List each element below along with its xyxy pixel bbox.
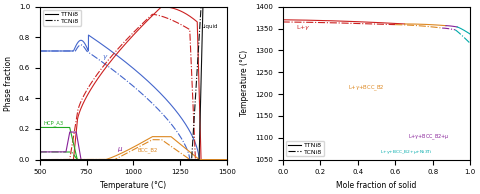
Text: L+$\gamma$+BCC_B2+$\mu$+Ni3Ti: L+$\gamma$+BCC_B2+$\mu$+Ni3Ti [380, 148, 432, 156]
Text: HCP_A3: HCP_A3 [43, 120, 63, 126]
Text: $\gamma$: $\gamma$ [102, 53, 108, 62]
Text: $\mu$: $\mu$ [117, 145, 123, 154]
X-axis label: Temperature (°C): Temperature (°C) [100, 181, 167, 190]
Legend: TTNi8, TCNi8: TTNi8, TCNi8 [286, 141, 324, 156]
Text: L+$\gamma$: L+$\gamma$ [296, 23, 311, 32]
Text: L+$\gamma$+BCC_B2+$\mu$: L+$\gamma$+BCC_B2+$\mu$ [408, 133, 450, 142]
Legend: TTNi8, TCNi8: TTNi8, TCNi8 [43, 10, 81, 26]
X-axis label: Mole fraction of solid: Mole fraction of solid [336, 181, 417, 190]
Text: L+$\gamma$+BCC_B2: L+$\gamma$+BCC_B2 [348, 84, 385, 93]
Y-axis label: Phase fraction: Phase fraction [4, 56, 13, 111]
Text: BCC_B2: BCC_B2 [137, 147, 157, 153]
Text: Liquid: Liquid [201, 24, 217, 29]
Y-axis label: Temperature (°C): Temperature (°C) [240, 50, 250, 116]
